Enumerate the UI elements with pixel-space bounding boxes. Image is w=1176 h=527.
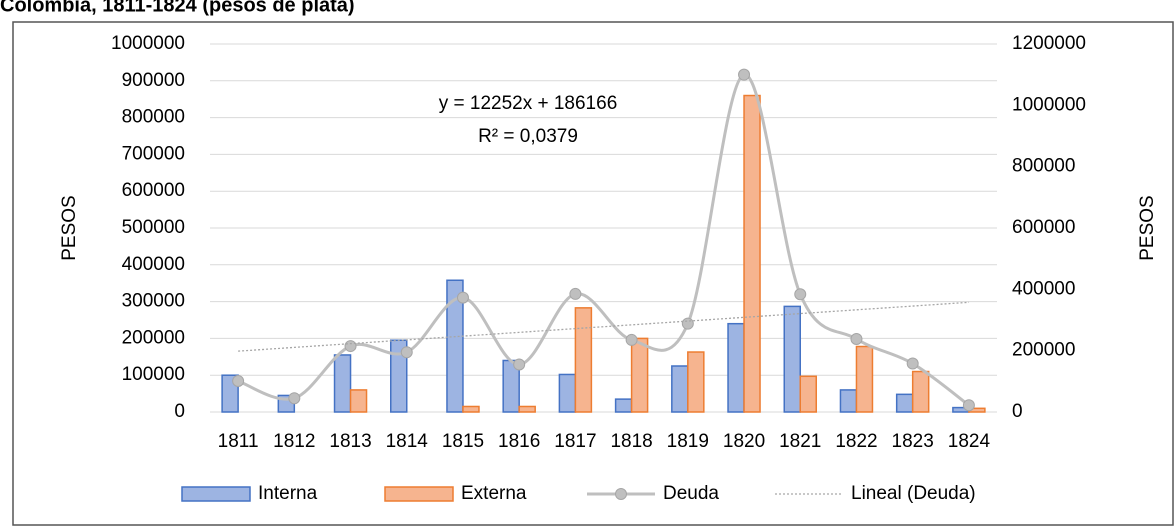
- x-tick-label: 1814: [386, 431, 429, 452]
- marker: [681, 317, 694, 330]
- bar: [687, 351, 705, 413]
- x-tick-label: 1822: [835, 431, 877, 452]
- x-tick-label: 1815: [442, 431, 484, 452]
- marker: [344, 340, 357, 353]
- y-tick-label: 1000000: [111, 33, 185, 54]
- bar: [574, 307, 593, 413]
- bar: [558, 373, 577, 413]
- bar: [518, 405, 536, 413]
- y-tick-label: 700000: [122, 143, 185, 164]
- y2-tick-label: 1200000: [1012, 33, 1086, 54]
- x-tick-label: 1812: [273, 431, 315, 452]
- marker: [456, 291, 469, 304]
- bar: [630, 337, 649, 413]
- y2-tick-label: 400000: [1012, 278, 1075, 299]
- x-tick-label: 1823: [892, 431, 934, 452]
- marker: [962, 399, 975, 412]
- y2-tick-label: 600000: [1012, 217, 1075, 238]
- marker: [850, 333, 863, 346]
- y-tick-label: 100000: [122, 364, 185, 385]
- legend-label: Deuda: [663, 483, 719, 504]
- annotation: y = 12252x + 186166: [439, 93, 618, 114]
- x-tick-label: 1821: [779, 431, 821, 452]
- y-tick-label: 800000: [122, 107, 185, 128]
- y-tick-label: 400000: [122, 254, 185, 275]
- legend-swatch: [384, 486, 454, 502]
- chart-title: Colombia, 1811-1824 (pesos de plata): [0, 0, 355, 16]
- y2-tick-label: 1000000: [1012, 94, 1086, 115]
- marker: [288, 392, 301, 405]
- marker: [513, 358, 526, 371]
- chart-border: [12, 21, 1174, 526]
- x-tick-label: 1820: [723, 431, 765, 452]
- bar: [743, 94, 761, 413]
- y-tick-label: 500000: [122, 217, 185, 238]
- bar: [727, 322, 745, 413]
- marker: [400, 346, 413, 359]
- marker: [906, 357, 919, 370]
- x-tick-label: 1818: [610, 431, 652, 452]
- x-tick-label: 1811: [218, 431, 259, 452]
- legend-marker: [615, 488, 627, 500]
- bar: [446, 279, 464, 413]
- y-tick-label: 0: [174, 401, 185, 422]
- bar: [349, 389, 368, 413]
- x-tick-label: 1813: [329, 431, 371, 452]
- x-tick-label: 1816: [498, 431, 540, 452]
- x-tick-label: 1817: [554, 431, 596, 452]
- bar: [462, 405, 480, 413]
- annotation: R² = 0,0379: [478, 126, 578, 147]
- bar: [839, 389, 858, 413]
- bar: [911, 370, 930, 413]
- y-tick-label: 900000: [122, 70, 185, 91]
- bar: [614, 398, 633, 413]
- legend-label: Interna: [258, 483, 318, 504]
- legend-swatch: [181, 486, 251, 502]
- x-tick-label: 1824: [948, 431, 991, 452]
- y-tick-label: 300000: [122, 291, 185, 312]
- y2-tick-label: 800000: [1012, 156, 1075, 177]
- x-tick-label: 1819: [667, 431, 709, 452]
- legend-label: Externa: [461, 483, 527, 504]
- bar: [799, 375, 817, 413]
- marker: [794, 288, 807, 301]
- bar: [671, 365, 689, 413]
- bar: [333, 354, 352, 413]
- y-tick-label: 200000: [122, 327, 185, 348]
- y2-tick-label: 0: [1012, 401, 1023, 422]
- marker: [569, 287, 582, 300]
- marker: [738, 68, 751, 81]
- bar: [855, 345, 874, 413]
- y2-tick-label: 200000: [1012, 340, 1075, 361]
- bar: [895, 393, 914, 413]
- y-axis-label: PESOS: [59, 195, 80, 260]
- marker: [232, 375, 245, 388]
- marker: [625, 333, 638, 346]
- legend-label: Lineal (Deuda): [851, 483, 976, 504]
- y-tick-label: 600000: [122, 180, 185, 201]
- y2-axis-label: PESOS: [1137, 195, 1158, 260]
- bar: [783, 305, 801, 413]
